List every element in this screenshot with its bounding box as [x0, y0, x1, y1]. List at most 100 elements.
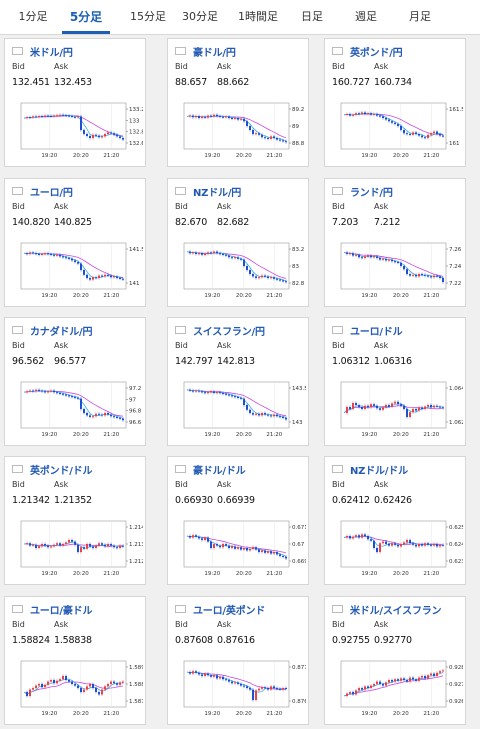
x-tick-label: 20:20 [393, 293, 409, 299]
candle [237, 397, 239, 398]
mini-chart[interactable]: 0.877 0.876 19:20 20:20 21:20 [174, 655, 306, 720]
candle [35, 389, 37, 392]
candle [361, 688, 363, 690]
moving-average-long [186, 389, 287, 417]
candle [189, 251, 191, 254]
rate-card[interactable]: 米ドル/円BidAsk132.451132.453133.2133132.813… [4, 38, 146, 167]
currency-pair-link[interactable]: ユーロ/豪ドル [30, 605, 93, 617]
rate-card[interactable]: ランド/円 Bid Ask 7.203 7.212 7.26 7.24 7.22 19:20 20… [324, 178, 466, 307]
candle [210, 252, 212, 254]
candle [358, 113, 360, 115]
mini-chart[interactable]: 97.2 97 96.8 96.6 19:20 20:20 21:20 [11, 376, 143, 441]
mini-chart[interactable]: 89.2 89 88.8 19:20 20:20 21:20 [174, 97, 306, 162]
rate-card[interactable]: ユーロ/ドル Bid Ask 1.06312 1.06316 1.064 1.062 19:2… [324, 317, 466, 446]
rate-card[interactable]: NZドル/円 Bid Ask 82.670 82.682 83.2 83 82.8 19:20 2… [167, 178, 309, 307]
x-tick-label: 20:20 [236, 153, 252, 159]
candle [412, 409, 414, 413]
tab-0[interactable]: 1分足 [18, 10, 48, 23]
mini-chart[interactable]: 1.214 1.213 1.212 19:20 20:20 21:20 [11, 515, 143, 580]
rate-card[interactable]: 豪ドル/ドル Bid Ask 0.66930 0.66939 0.671 0.67 0.669… [167, 456, 309, 585]
currency-pair-link[interactable]: ユーロ/英ポンド [193, 605, 266, 617]
candle [62, 544, 64, 546]
mini-chart[interactable]: 1.064 1.062 19:20 20:20 21:20 [331, 376, 463, 441]
mini-chart[interactable]: 161.5 161 19:20 20:20 21:20 [331, 97, 463, 162]
candle [95, 545, 97, 548]
currency-pair-link[interactable]: 豪ドル/ドル [193, 465, 246, 477]
bid-label: Bid [12, 480, 25, 489]
tab-5[interactable]: 日足 [301, 10, 323, 23]
rate-card[interactable]: 英ポンド/円 Bid Ask 160.727 160.734 161.5 161 19:20 2… [324, 38, 466, 167]
currency-pair-link[interactable]: ユーロ/ドル [350, 326, 403, 338]
bid-label: Bid [332, 202, 345, 211]
mini-chart[interactable]: 83.2 83 82.8 19:20 20:20 21:20 [174, 237, 306, 302]
y-tick-label: 161.5 [449, 107, 463, 113]
bid-label: Bid [12, 620, 25, 629]
candle [210, 675, 212, 677]
candle [397, 544, 399, 547]
candle [436, 544, 438, 547]
candle [246, 266, 248, 270]
x-tick-label: 21:20 [103, 711, 119, 717]
rate-card[interactable]: カナダドル/円 Bid Ask 96.562 96.577 97.2 97 96.8 96.6 1… [4, 317, 146, 446]
candle [382, 541, 384, 544]
candle [349, 114, 351, 116]
bid-value: 1.21342 [12, 495, 50, 506]
candle [243, 685, 245, 687]
moving-average-long [23, 543, 124, 547]
rate-card[interactable]: 米ドル/スイスフラン Bid Ask 0.92755 0.92770 0.928 0.927… [324, 596, 466, 725]
tab-7[interactable]: 月足 [409, 10, 431, 23]
candle [92, 134, 94, 138]
candle [264, 137, 266, 139]
flag-icon [332, 326, 343, 334]
candle [385, 405, 387, 408]
candle [403, 405, 405, 409]
mini-chart[interactable]: 0.671 0.67 0.669 19:20 20:20 21:20 [174, 515, 306, 580]
mini-chart[interactable]: 1.589 1.588 1.587 19:20 20:20 21:20 [11, 655, 143, 720]
candle [122, 278, 124, 280]
currency-pair-link[interactable]: 豪ドル/円 [193, 47, 236, 59]
tab-4[interactable]: 1時間足 [238, 10, 278, 23]
x-tick-label: 19:20 [361, 153, 377, 159]
currency-pair-link[interactable]: NZドル/円 [193, 187, 242, 199]
candle [207, 537, 209, 542]
currency-pair-link[interactable]: 英ポンド/ドル [30, 465, 93, 477]
candle [385, 258, 387, 261]
candle [358, 405, 360, 407]
rate-card[interactable]: ユーロ/英ポンド Bid Ask 0.87608 0.87616 0.877 0.876 19… [167, 596, 309, 725]
currency-pair-link[interactable]: カナダドル/円 [30, 326, 93, 338]
tab-2[interactable]: 15分足 [130, 10, 166, 23]
currency-pair-link[interactable]: 米ドル/スイスフラン [350, 605, 442, 617]
mini-chart[interactable]: 143.5 143 19:20 20:20 21:20 [174, 376, 306, 441]
candle [222, 116, 224, 118]
currency-pair-link[interactable]: ランド/円 [350, 187, 393, 199]
candle [95, 134, 97, 136]
candle [430, 276, 432, 278]
rate-card[interactable]: ユーロ/豪ドルBidAsk1.588241.588381.5891.5881.5… [4, 596, 146, 725]
tab-6[interactable]: 週足 [355, 10, 377, 23]
currency-pair-link[interactable]: 英ポンド/円 [350, 47, 403, 59]
tab-3[interactable]: 30分足 [182, 10, 218, 23]
currency-pair-link[interactable]: NZドル/ドル [350, 465, 408, 477]
mini-chart[interactable]: 133.2 133 132.8 132.6 19:20 20:20 21:20 [11, 97, 143, 162]
currency-pair-link[interactable]: 米ドル/円 [30, 47, 73, 59]
rate-card[interactable]: スイスフラン/円 Bid Ask 142.797 142.813 143.5 143 19:2… [167, 317, 309, 446]
candle [210, 115, 212, 117]
rate-card[interactable]: 豪ドル/円 Bid Ask 88.657 88.662 89.2 89 88.8 19:20 20… [167, 38, 309, 167]
candle [352, 114, 354, 116]
rate-card[interactable]: NZドル/ドルBidAsk0.624120.624260.6250.6240.6… [324, 456, 466, 585]
ask-value: 160.734 [374, 77, 412, 88]
candle [409, 134, 411, 135]
currency-pair-link[interactable]: スイスフラン/円 [193, 326, 265, 338]
rate-card[interactable]: 英ポンド/ドルBidAsk1.213421.213521.2141.2131.2… [4, 456, 146, 585]
ask-label: Ask [374, 620, 389, 629]
candle [74, 260, 76, 262]
mini-chart[interactable]: 141.5 141 19:20 20:20 21:20 [11, 237, 143, 302]
mini-chart[interactable]: 0.625 0.624 0.623 19:20 20:20 21:20 [331, 515, 463, 580]
currency-pair-link[interactable]: ユーロ/円 [30, 187, 73, 199]
candle [104, 413, 106, 416]
rate-card[interactable]: ユーロ/円 Bid Ask 140.820 140.825 141.5 141 19:20 20… [4, 178, 146, 307]
mini-chart[interactable]: 0.928 0.927 0.926 19:20 20:20 21:20 [331, 655, 463, 720]
mini-chart[interactable]: 7.26 7.24 7.22 19:20 20:20 21:20 [331, 237, 463, 302]
candle [225, 679, 227, 681]
tab-1[interactable]: 5分足 [62, 0, 110, 34]
